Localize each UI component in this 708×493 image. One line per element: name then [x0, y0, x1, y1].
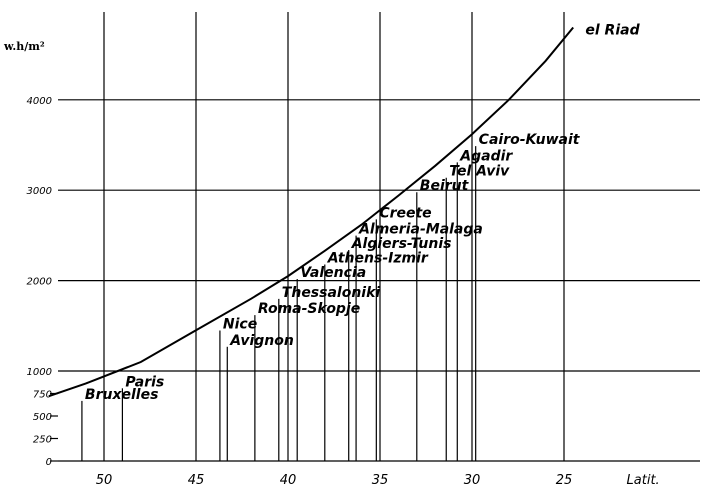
y-tick-label: 0 [46, 457, 52, 468]
city-label: Paris [125, 374, 164, 390]
x-tick-label: 45 [188, 473, 205, 488]
city-label: Bruxelles [85, 387, 159, 403]
y-tick-label: 2000 [27, 277, 52, 288]
x-tick-label: 35 [372, 473, 389, 488]
city-label: el Riad [585, 23, 640, 39]
x-tick-label: 40 [280, 473, 297, 488]
y-tick-label: 500 [33, 412, 52, 423]
city-label: Avignon [229, 333, 294, 349]
city-label: Cairo-Kuwait [479, 132, 581, 148]
city-label: Beirut [420, 178, 470, 194]
city-label: Thessaloniki [282, 285, 381, 301]
y-tick-label: 1000 [27, 367, 52, 378]
y-tick-label: 3000 [27, 186, 52, 197]
x-tick-label: 30 [464, 473, 481, 488]
x-tick-label: 50 [96, 473, 113, 488]
city-label: Agadir [459, 148, 513, 164]
x-tick-label: 25 [556, 473, 573, 488]
y-tick-label: 250 [33, 435, 52, 446]
city-label: Roma-Skopje [258, 301, 360, 317]
city-label: Almeria-Malaga [358, 222, 483, 238]
city-label: Creete [379, 205, 431, 221]
city-label: Valencia [300, 265, 366, 281]
y-tick-label: 4000 [27, 96, 52, 107]
city-label: Nice [223, 317, 257, 333]
y-tick-label: 750 [33, 390, 52, 401]
x-axis-label: Latit. [627, 473, 660, 488]
city-label: Algiers-Tunis [351, 236, 452, 252]
city-label: Tel Aviv [449, 164, 510, 180]
radiation-curve [48, 26, 574, 398]
y-axis-label: w.h/m² [4, 40, 45, 53]
city-label: Athens-Izmir [327, 251, 429, 267]
